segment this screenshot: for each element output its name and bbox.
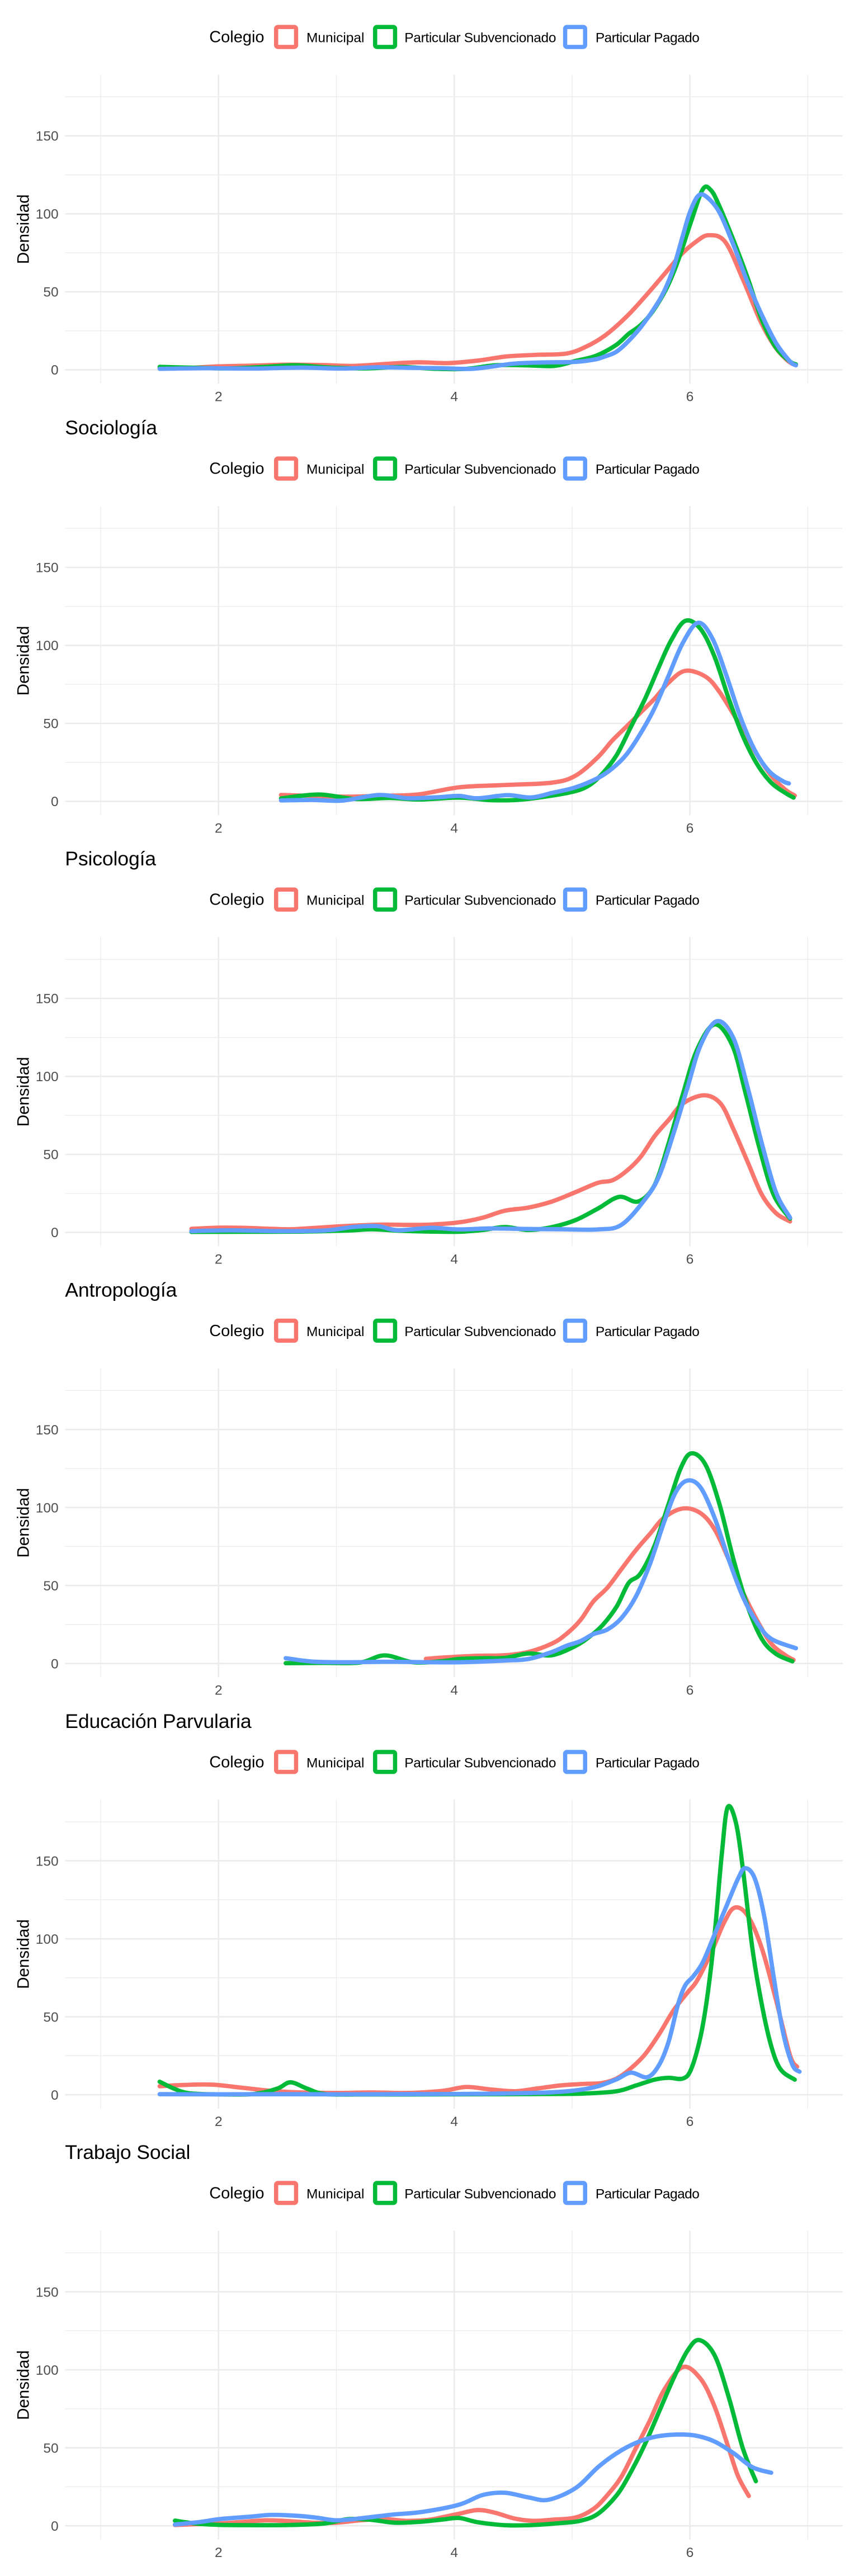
svg-text:Particular Subvencionado: Particular Subvencionado [404, 2186, 556, 2201]
svg-text:6: 6 [686, 390, 694, 405]
svg-text:4: 4 [450, 1252, 458, 1267]
svg-text:Densidad: Densidad [15, 1919, 33, 1989]
svg-text:150: 150 [36, 992, 59, 1007]
svg-text:50: 50 [43, 2441, 58, 2456]
svg-text:Municipal: Municipal [306, 893, 365, 908]
svg-text:Particular Subvencionado: Particular Subvencionado [404, 462, 556, 477]
svg-text:Particular Pagado: Particular Pagado [596, 1324, 699, 1339]
svg-text:100: 100 [36, 1069, 59, 1085]
svg-text:2: 2 [215, 1683, 223, 1698]
svg-text:100: 100 [36, 1500, 59, 1516]
svg-text:Densidad: Densidad [15, 626, 33, 696]
svg-text:4: 4 [450, 1683, 458, 1698]
svg-text:4: 4 [450, 2114, 458, 2129]
svg-text:50: 50 [43, 285, 58, 300]
svg-text:Municipal: Municipal [306, 31, 365, 46]
svg-text:0: 0 [51, 1656, 59, 1671]
svg-text:Particular Pagado: Particular Pagado [596, 462, 699, 477]
svg-text:Particular Subvencionado: Particular Subvencionado [404, 1324, 556, 1339]
svg-text:6: 6 [686, 2114, 694, 2129]
svg-text:2: 2 [215, 2114, 223, 2129]
svg-text:150: 150 [36, 1423, 59, 1438]
svg-text:100: 100 [36, 2363, 59, 2378]
svg-text:Particular Subvencionado: Particular Subvencionado [404, 893, 556, 908]
svg-text:Municipal: Municipal [306, 1324, 365, 1339]
svg-text:Particular Pagado: Particular Pagado [596, 893, 699, 908]
svg-text:Colegio: Colegio [209, 460, 264, 478]
svg-text:50: 50 [43, 1148, 58, 1163]
svg-text:0: 0 [51, 1225, 59, 1240]
svg-text:6: 6 [686, 1683, 694, 1698]
svg-text:4: 4 [450, 821, 458, 836]
svg-text:Particular Pagado: Particular Pagado [596, 2186, 699, 2201]
svg-text:Colegio: Colegio [209, 1753, 264, 1771]
svg-text:Particular Subvencionado: Particular Subvencionado [404, 1755, 556, 1770]
svg-text:Densidad: Densidad [15, 2350, 33, 2420]
svg-text:Psicología: Psicología [65, 847, 156, 870]
svg-text:Densidad: Densidad [15, 1057, 33, 1127]
svg-text:6: 6 [686, 2545, 694, 2560]
svg-text:Densidad: Densidad [15, 1488, 33, 1558]
svg-text:100: 100 [36, 207, 59, 222]
svg-text:2: 2 [215, 390, 223, 405]
svg-text:2: 2 [215, 2545, 223, 2560]
svg-text:Densidad: Densidad [15, 195, 33, 264]
svg-text:100: 100 [36, 1932, 59, 1947]
svg-text:2: 2 [215, 1252, 223, 1267]
svg-text:Educación Parvularia: Educación Parvularia [65, 1710, 252, 1732]
svg-text:Municipal: Municipal [306, 2186, 365, 2201]
svg-text:Colegio: Colegio [209, 29, 264, 46]
svg-text:4: 4 [450, 390, 458, 405]
svg-text:150: 150 [36, 2285, 59, 2300]
svg-text:0: 0 [51, 363, 59, 378]
svg-text:0: 0 [51, 2088, 59, 2103]
svg-text:150: 150 [36, 561, 59, 576]
svg-text:Colegio: Colegio [209, 1322, 264, 1340]
svg-text:6: 6 [686, 821, 694, 836]
svg-text:150: 150 [36, 129, 59, 144]
svg-text:Particular Pagado: Particular Pagado [596, 1755, 699, 1770]
svg-text:50: 50 [43, 1579, 58, 1594]
svg-text:Antropología: Antropología [65, 1278, 177, 1301]
svg-text:Municipal: Municipal [306, 462, 365, 477]
svg-text:0: 0 [51, 2519, 59, 2534]
svg-text:150: 150 [36, 1854, 59, 1869]
svg-text:Particular Pagado: Particular Pagado [596, 31, 699, 46]
svg-text:6: 6 [686, 1252, 694, 1267]
svg-text:0: 0 [51, 794, 59, 809]
svg-text:Colegio: Colegio [209, 891, 264, 909]
svg-text:100: 100 [36, 638, 59, 654]
svg-text:Particular Subvencionado: Particular Subvencionado [404, 31, 556, 46]
svg-text:50: 50 [43, 717, 58, 732]
svg-text:Trabajo Social: Trabajo Social [65, 2141, 190, 2163]
svg-text:2: 2 [215, 821, 223, 836]
svg-text:50: 50 [43, 2010, 58, 2025]
svg-text:4: 4 [450, 2545, 458, 2560]
svg-text:Sociología: Sociología [65, 416, 157, 439]
svg-text:Municipal: Municipal [306, 1755, 365, 1770]
svg-text:Colegio: Colegio [209, 2184, 264, 2202]
